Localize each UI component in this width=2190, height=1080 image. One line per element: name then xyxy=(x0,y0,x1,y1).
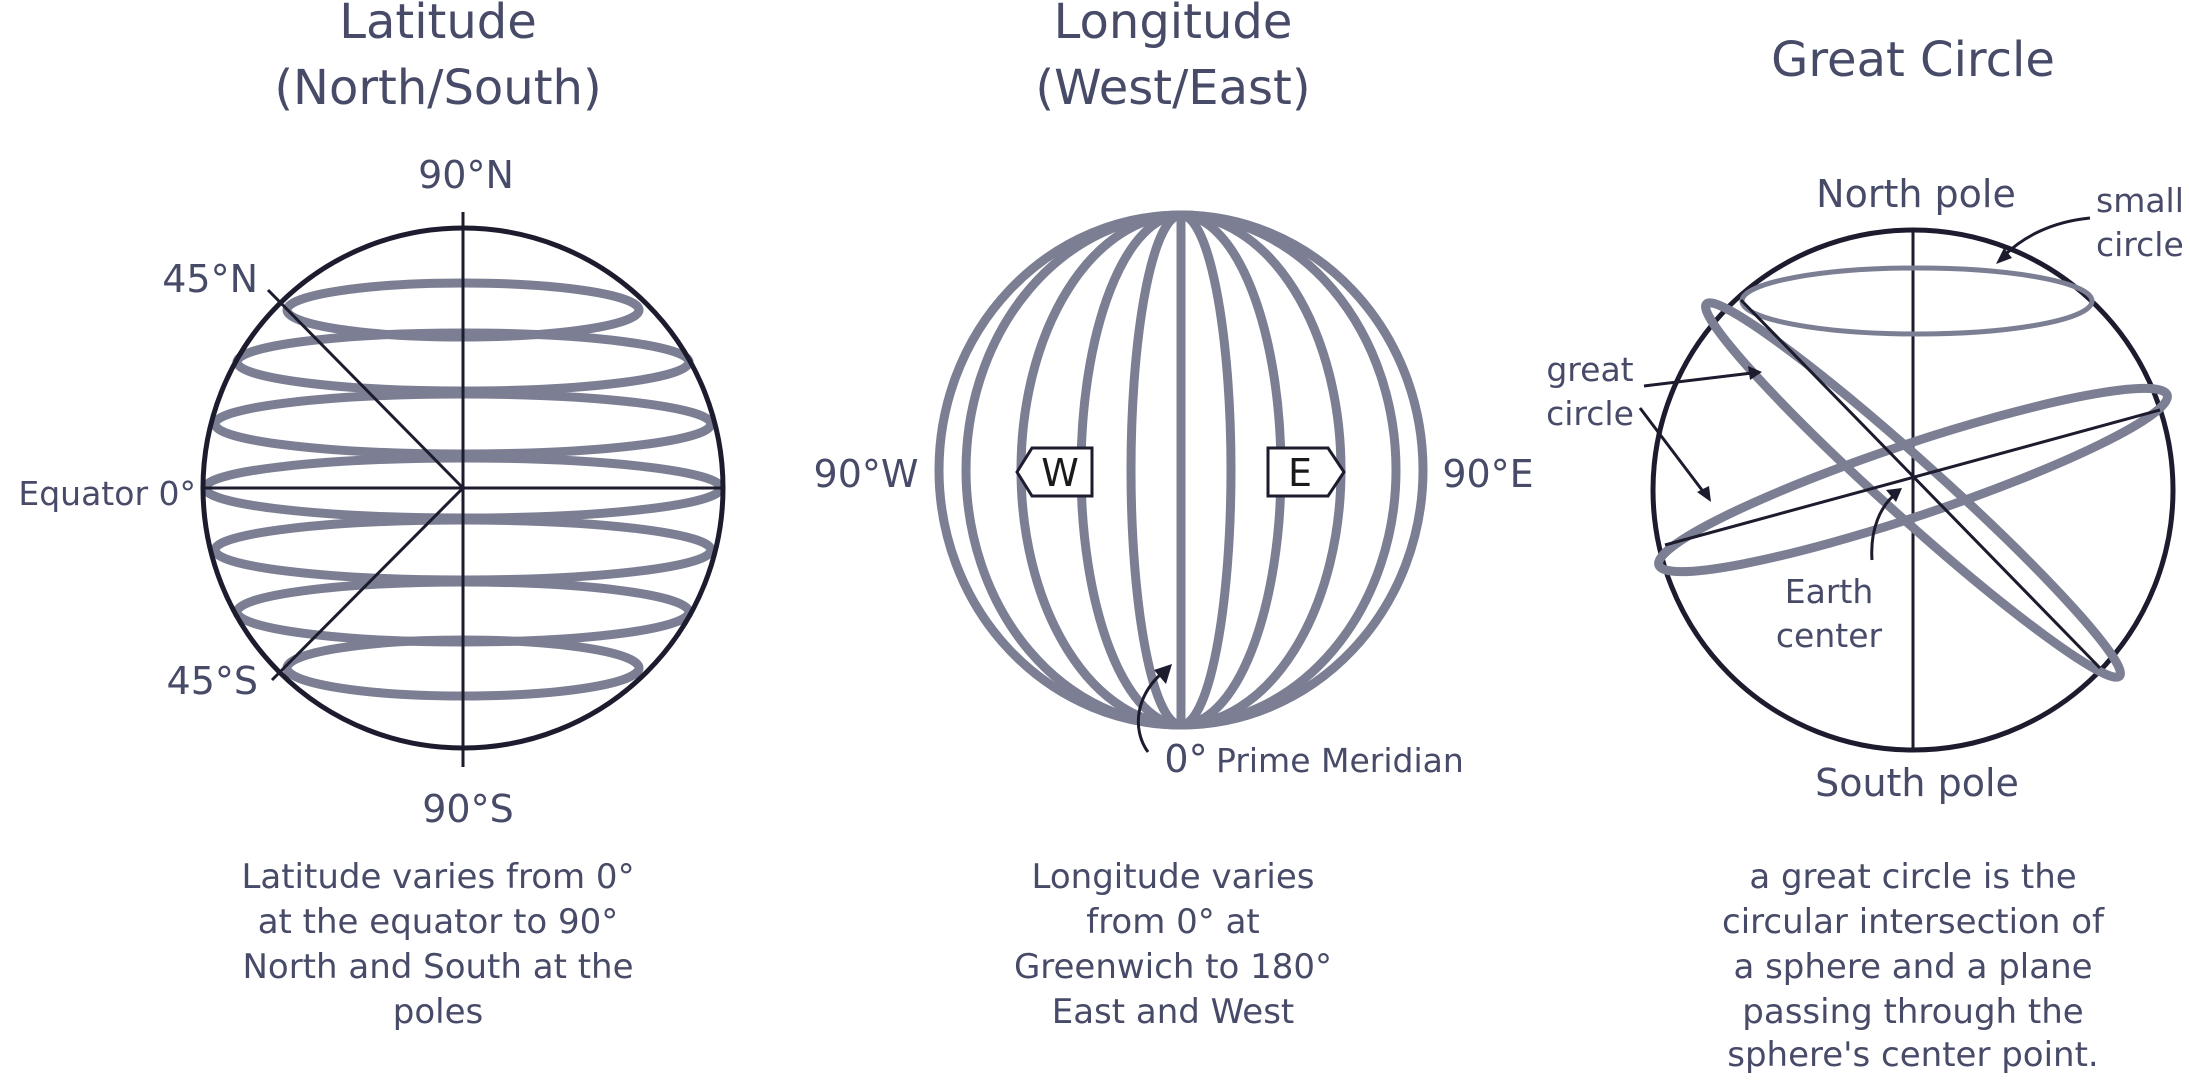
label-great-circle: circle xyxy=(1546,394,1634,433)
west-tag-label: W xyxy=(1041,451,1079,495)
arrowhead xyxy=(1697,486,1711,502)
label-earth-center: center xyxy=(1776,616,1883,655)
small-circle-arrow xyxy=(1998,216,2091,262)
label-small-circle: circle xyxy=(2096,225,2184,264)
label-90e: 90°E xyxy=(1442,452,1533,496)
label-prime-meridian: Prime Meridian xyxy=(1216,741,1464,780)
east-tag-label: E xyxy=(1288,451,1312,495)
caption-line: passing through the xyxy=(1742,992,2083,1032)
caption-line: Longitude varies xyxy=(1032,857,1315,897)
latitude-title: Latitude xyxy=(339,0,537,50)
label-45n: 45°N xyxy=(162,257,258,301)
label-45s: 45°S xyxy=(167,659,258,703)
great-circle-caption: a great circle is the circular intersect… xyxy=(1722,857,2105,1075)
prime-meridian-arrow xyxy=(1136,666,1169,753)
longitude-caption: Longitude varies from 0° at Greenwich to… xyxy=(1014,857,1332,1032)
arrowhead xyxy=(1154,664,1172,684)
small-circle xyxy=(1739,265,2095,337)
latitude-subtitle: (North/South) xyxy=(274,60,601,116)
arrowhead xyxy=(1886,488,1902,502)
label-zero-degrees: 0° xyxy=(1164,737,1207,781)
label-90s: 90°S xyxy=(422,787,513,831)
caption-line: at the equator to 90° xyxy=(258,902,619,942)
great-circle-diameter xyxy=(1739,298,2102,670)
label-south-pole: South pole xyxy=(1815,761,2019,805)
longitude-subtitle: (West/East) xyxy=(1035,60,1310,116)
great-circle-arrow xyxy=(1643,371,1753,388)
caption-line: poles xyxy=(393,992,483,1032)
latitude-caption: Latitude varies from 0° at the equator t… xyxy=(241,857,634,1032)
longitude-title: Longitude xyxy=(1054,0,1293,50)
angle-45n-line xyxy=(266,288,465,490)
label-small-circle: small xyxy=(2096,181,2184,220)
label-equator: Equator 0° xyxy=(18,474,196,513)
longitude-panel: Longitude (West/East) W E 90°W 90°E 0° P… xyxy=(814,0,1534,1032)
caption-line: sphere's center point. xyxy=(1727,1035,2099,1075)
caption-line: Greenwich to 180° xyxy=(1014,947,1332,987)
arrowhead xyxy=(1996,248,2012,264)
east-tag-shape xyxy=(1266,446,1346,498)
label-90n: 90°N xyxy=(418,153,514,197)
east-tag: E xyxy=(1266,446,1346,498)
label-90w: 90°W xyxy=(814,452,919,496)
latitude-panel: Latitude (North/South) 90°N 90°S 45°N 45… xyxy=(18,0,726,1032)
great-circle-panel: Great Circle North pole South pole small… xyxy=(1546,32,2184,1075)
label-great-circle: great xyxy=(1546,350,1633,389)
great-circle-title: Great Circle xyxy=(1771,32,2055,88)
caption-line: a sphere and a plane xyxy=(1733,947,2092,987)
longitude-meridians xyxy=(934,210,1428,730)
caption-line: circular intersection of xyxy=(1722,902,2105,942)
caption-line: North and South at the xyxy=(242,947,633,987)
label-north-pole: North pole xyxy=(1816,172,2016,216)
west-tag-shape xyxy=(1015,446,1094,498)
west-tag: W xyxy=(1015,446,1094,498)
arrowhead xyxy=(1748,366,1762,380)
caption-line: Latitude varies from 0° xyxy=(241,857,634,897)
angle-45s-line xyxy=(270,486,465,682)
great-circle-arrow xyxy=(1638,407,1707,495)
great-circle-diagonal xyxy=(1701,298,2125,682)
caption-line: from 0° at xyxy=(1086,902,1260,942)
caption-line: East and West xyxy=(1052,992,1295,1032)
caption-line: a great circle is the xyxy=(1749,857,2076,897)
label-earth-center: Earth xyxy=(1785,572,1874,611)
